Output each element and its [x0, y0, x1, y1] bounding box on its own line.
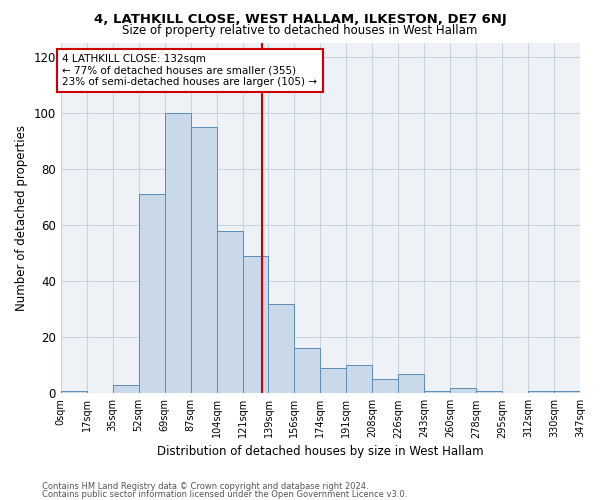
Text: 4, LATHKILL CLOSE, WEST HALLAM, ILKESTON, DE7 6NJ: 4, LATHKILL CLOSE, WEST HALLAM, ILKESTON…: [94, 12, 506, 26]
Text: 4 LATHKILL CLOSE: 132sqm
← 77% of detached houses are smaller (355)
23% of semi-: 4 LATHKILL CLOSE: 132sqm ← 77% of detach…: [62, 54, 317, 87]
Bar: [164, 112, 191, 394]
Bar: [217, 230, 242, 394]
Bar: [476, 390, 502, 394]
Bar: [191, 126, 217, 394]
Bar: [346, 366, 373, 394]
Bar: [320, 368, 346, 394]
Bar: [295, 348, 320, 394]
Bar: [398, 374, 424, 394]
Bar: [373, 380, 398, 394]
Bar: [61, 390, 87, 394]
Bar: [268, 304, 295, 394]
Y-axis label: Number of detached properties: Number of detached properties: [15, 125, 28, 311]
Text: Contains public sector information licensed under the Open Government Licence v3: Contains public sector information licen…: [42, 490, 407, 499]
Text: Contains HM Land Registry data © Crown copyright and database right 2024.: Contains HM Land Registry data © Crown c…: [42, 482, 368, 491]
Bar: [450, 388, 476, 394]
Bar: [554, 390, 580, 394]
Bar: [528, 390, 554, 394]
Text: Size of property relative to detached houses in West Hallam: Size of property relative to detached ho…: [122, 24, 478, 37]
X-axis label: Distribution of detached houses by size in West Hallam: Distribution of detached houses by size …: [157, 444, 484, 458]
Bar: [424, 390, 450, 394]
Bar: [242, 256, 268, 394]
Bar: [139, 194, 164, 394]
Bar: [113, 385, 139, 394]
